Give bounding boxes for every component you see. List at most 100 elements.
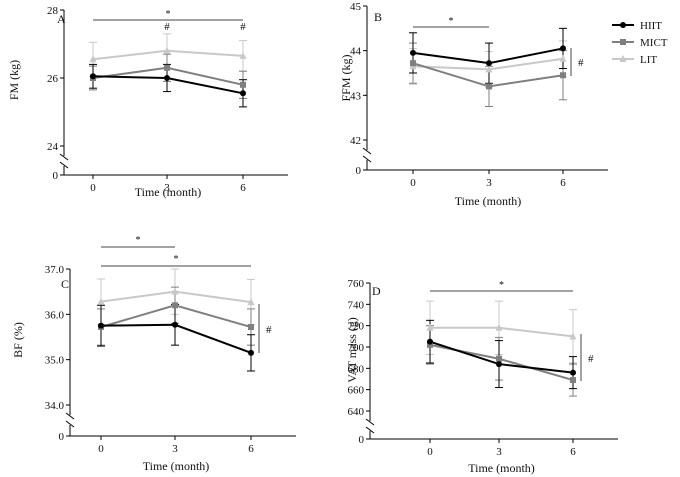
chart-panel-d: 640 660 680 700 720 740 760 0 0 3 6 Time (month) VAT… (345, 278, 618, 475)
y-tick-label: 0 (53, 170, 59, 182)
data-point-hiit (410, 49, 416, 56)
data-point-mict (172, 302, 178, 309)
legend-marker-mict (620, 39, 626, 45)
y-tick-label: 24 (47, 141, 59, 153)
y-tick-label: 37.0 (45, 264, 65, 276)
significance-hash: # (578, 57, 584, 69)
significance-star: * (136, 235, 141, 246)
legend: HIIT MICT LIT (612, 20, 668, 66)
data-point-lit (559, 54, 567, 62)
data-point-lit (485, 65, 493, 73)
y-tick-label: 42 (350, 135, 361, 147)
y-tick-label: 0 (356, 165, 362, 177)
data-point-lit (247, 298, 255, 306)
data-point-mict (570, 377, 576, 384)
data-point-lit (426, 323, 434, 331)
x-axis-label: Time (month) (143, 459, 210, 473)
x-tick-label: 3 (164, 182, 170, 194)
significance-star: * (499, 280, 504, 291)
x-tick-label: 0 (410, 177, 416, 189)
legend-label-hiit: HIIT (640, 20, 662, 32)
panel-letter: A (57, 12, 66, 26)
data-point-mict (486, 83, 492, 90)
x-tick-label: 3 (486, 177, 492, 189)
significance-star: * (166, 9, 171, 20)
data-point-hiit (486, 60, 492, 67)
y-tick-label: 740 (348, 299, 365, 311)
x-tick-label: 6 (570, 446, 576, 458)
axis-break-mark (59, 153, 69, 161)
y-tick-label: 36.0 (45, 309, 65, 321)
x-axis-label: Time (month) (135, 185, 202, 199)
data-point-mict (248, 324, 254, 331)
significance-hash: # (164, 21, 170, 33)
x-axis-label: Time (month) (468, 461, 535, 475)
y-axis-label: VAT mass (g) (345, 317, 359, 383)
axis-break-mark (362, 147, 372, 155)
data-point-mict (496, 355, 502, 362)
significance-hash: # (240, 21, 246, 33)
y-tick-label: 26 (47, 73, 59, 85)
data-point-hiit (98, 322, 104, 329)
y-tick-label: 720 (348, 321, 365, 333)
panel-letter: B (374, 10, 382, 24)
data-point-lit (171, 287, 179, 295)
data-point-lit (495, 323, 503, 331)
x-tick-label: 6 (560, 177, 566, 189)
y-tick-label: 760 (348, 278, 365, 290)
y-tick-label: 35.0 (45, 355, 65, 367)
data-point-hiit (164, 75, 170, 81)
legend-label-lit: LIT (640, 54, 657, 66)
data-point-lit (89, 55, 97, 63)
data-point-hiit (90, 73, 96, 80)
legend-marker-lit (619, 55, 627, 62)
chart-panel-b: 42 43 44 45 0 0 3 6 Time (month) FFM (kg) B * # (339, 1, 608, 208)
series-line-hiit (100, 323, 252, 354)
data-point-hiit (560, 45, 566, 52)
y-tick-label: 34.0 (45, 400, 65, 412)
significance-hash: # (588, 353, 594, 365)
data-point-hiit (248, 349, 254, 356)
y-tick-label: 44 (350, 46, 362, 58)
significance-star: * (174, 254, 179, 265)
x-axis-label: Time (month) (455, 194, 522, 208)
data-point-hiit (496, 361, 502, 368)
axis-break-mark (59, 161, 69, 169)
data-point-lit (97, 297, 105, 305)
data-point-mict (560, 72, 566, 79)
axis-break-mark (365, 418, 375, 426)
x-tick-label: 0 (90, 182, 96, 194)
y-axis-label: BF (%) (11, 322, 25, 358)
panel-letter: C (61, 277, 69, 291)
data-point-hiit (427, 338, 433, 345)
panel-letter: D (372, 284, 381, 298)
data-point-mict (410, 60, 416, 67)
axis-break-mark (65, 420, 75, 428)
axis-break-mark (65, 412, 75, 420)
axis-break-mark (365, 426, 375, 434)
data-point-hiit (570, 369, 576, 376)
legend-marker-hiit (620, 22, 626, 28)
significance-hash: # (266, 324, 272, 336)
x-tick-label: 0 (427, 446, 433, 458)
x-tick-label: 3 (496, 446, 502, 458)
y-tick-label: 700 (348, 342, 365, 354)
data-point-mict (164, 64, 170, 71)
y-tick-label: 45 (350, 1, 362, 13)
y-axis-label: FFM (kg) (339, 54, 353, 101)
data-point-lit (239, 51, 247, 59)
x-tick-label: 6 (248, 443, 254, 455)
data-point-lit (163, 46, 171, 54)
data-point-mict (240, 81, 246, 88)
x-tick-label: 3 (172, 443, 178, 455)
y-tick-label: 43 (350, 90, 362, 102)
y-tick-label: 0 (59, 431, 65, 443)
x-tick-label: 0 (98, 443, 104, 455)
y-tick-label: 640 (348, 406, 365, 418)
data-point-lit (569, 332, 577, 340)
y-tick-label: 660 (348, 385, 365, 397)
legend-label-mict: MICT (640, 37, 668, 49)
y-tick-label: 28 (47, 5, 59, 17)
